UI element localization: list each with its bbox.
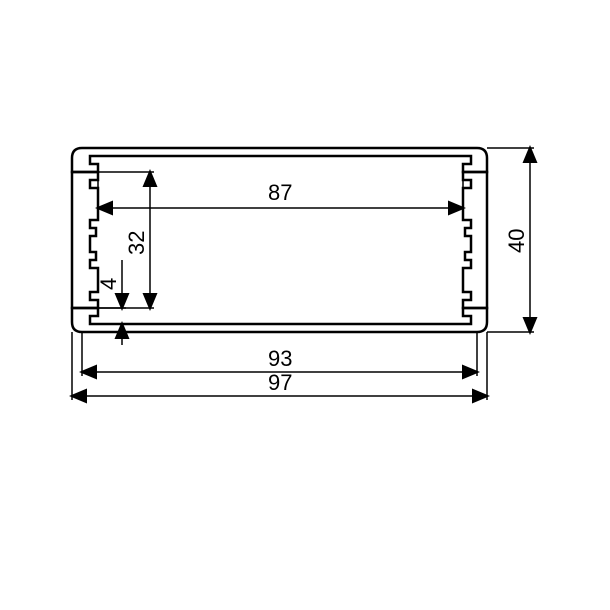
dim-inner-width-87: 87 — [98, 172, 463, 212]
dim-label-97: 97 — [268, 370, 292, 395]
dim-label-32: 32 — [124, 231, 149, 255]
dim-label-4: 4 — [96, 278, 121, 290]
dim-label-87: 87 — [268, 180, 292, 205]
top-wall — [72, 148, 487, 172]
dim-outer-height-40: 40 — [487, 148, 534, 332]
dim-label-93: 93 — [268, 346, 292, 371]
right-wall — [463, 172, 487, 308]
section-diagram: 87 32 4 93 97 40 — [0, 0, 610, 610]
dim-label-40: 40 — [504, 229, 529, 253]
bottom-wall — [72, 308, 487, 332]
left-wall — [72, 172, 98, 308]
